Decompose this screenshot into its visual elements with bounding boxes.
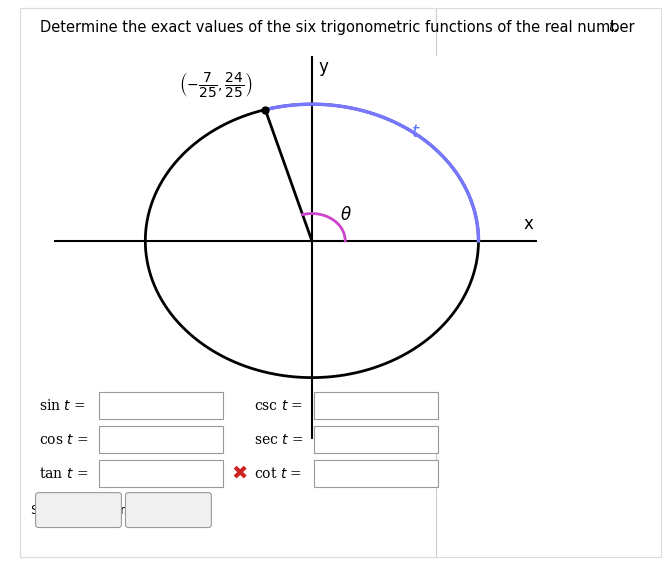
Text: Submit Answer: Submit Answer xyxy=(32,503,125,517)
Text: Determine the exact values of the six trigonometric functions of the real number: Determine the exact values of the six tr… xyxy=(40,20,639,35)
Text: csc $t$ =: csc $t$ = xyxy=(254,399,303,413)
Text: $\theta$: $\theta$ xyxy=(340,207,352,225)
Text: cos $t$ =: cos $t$ = xyxy=(39,433,89,446)
Text: cot $t$ =: cot $t$ = xyxy=(254,466,302,481)
Text: Save Progress: Save Progress xyxy=(124,503,213,517)
Text: x: x xyxy=(523,215,533,233)
Text: $\left(-\dfrac{7}{25},\dfrac{24}{25}\right)$: $\left(-\dfrac{7}{25},\dfrac{24}{25}\rig… xyxy=(178,70,252,99)
Text: t.: t. xyxy=(608,20,619,34)
Text: y: y xyxy=(319,57,328,75)
Text: t: t xyxy=(412,123,419,141)
Text: sec $t$ =: sec $t$ = xyxy=(254,433,303,446)
Text: sin $t$ =: sin $t$ = xyxy=(39,399,86,413)
Text: tan $t$ =: tan $t$ = xyxy=(39,466,88,481)
Text: ✖: ✖ xyxy=(231,464,248,483)
